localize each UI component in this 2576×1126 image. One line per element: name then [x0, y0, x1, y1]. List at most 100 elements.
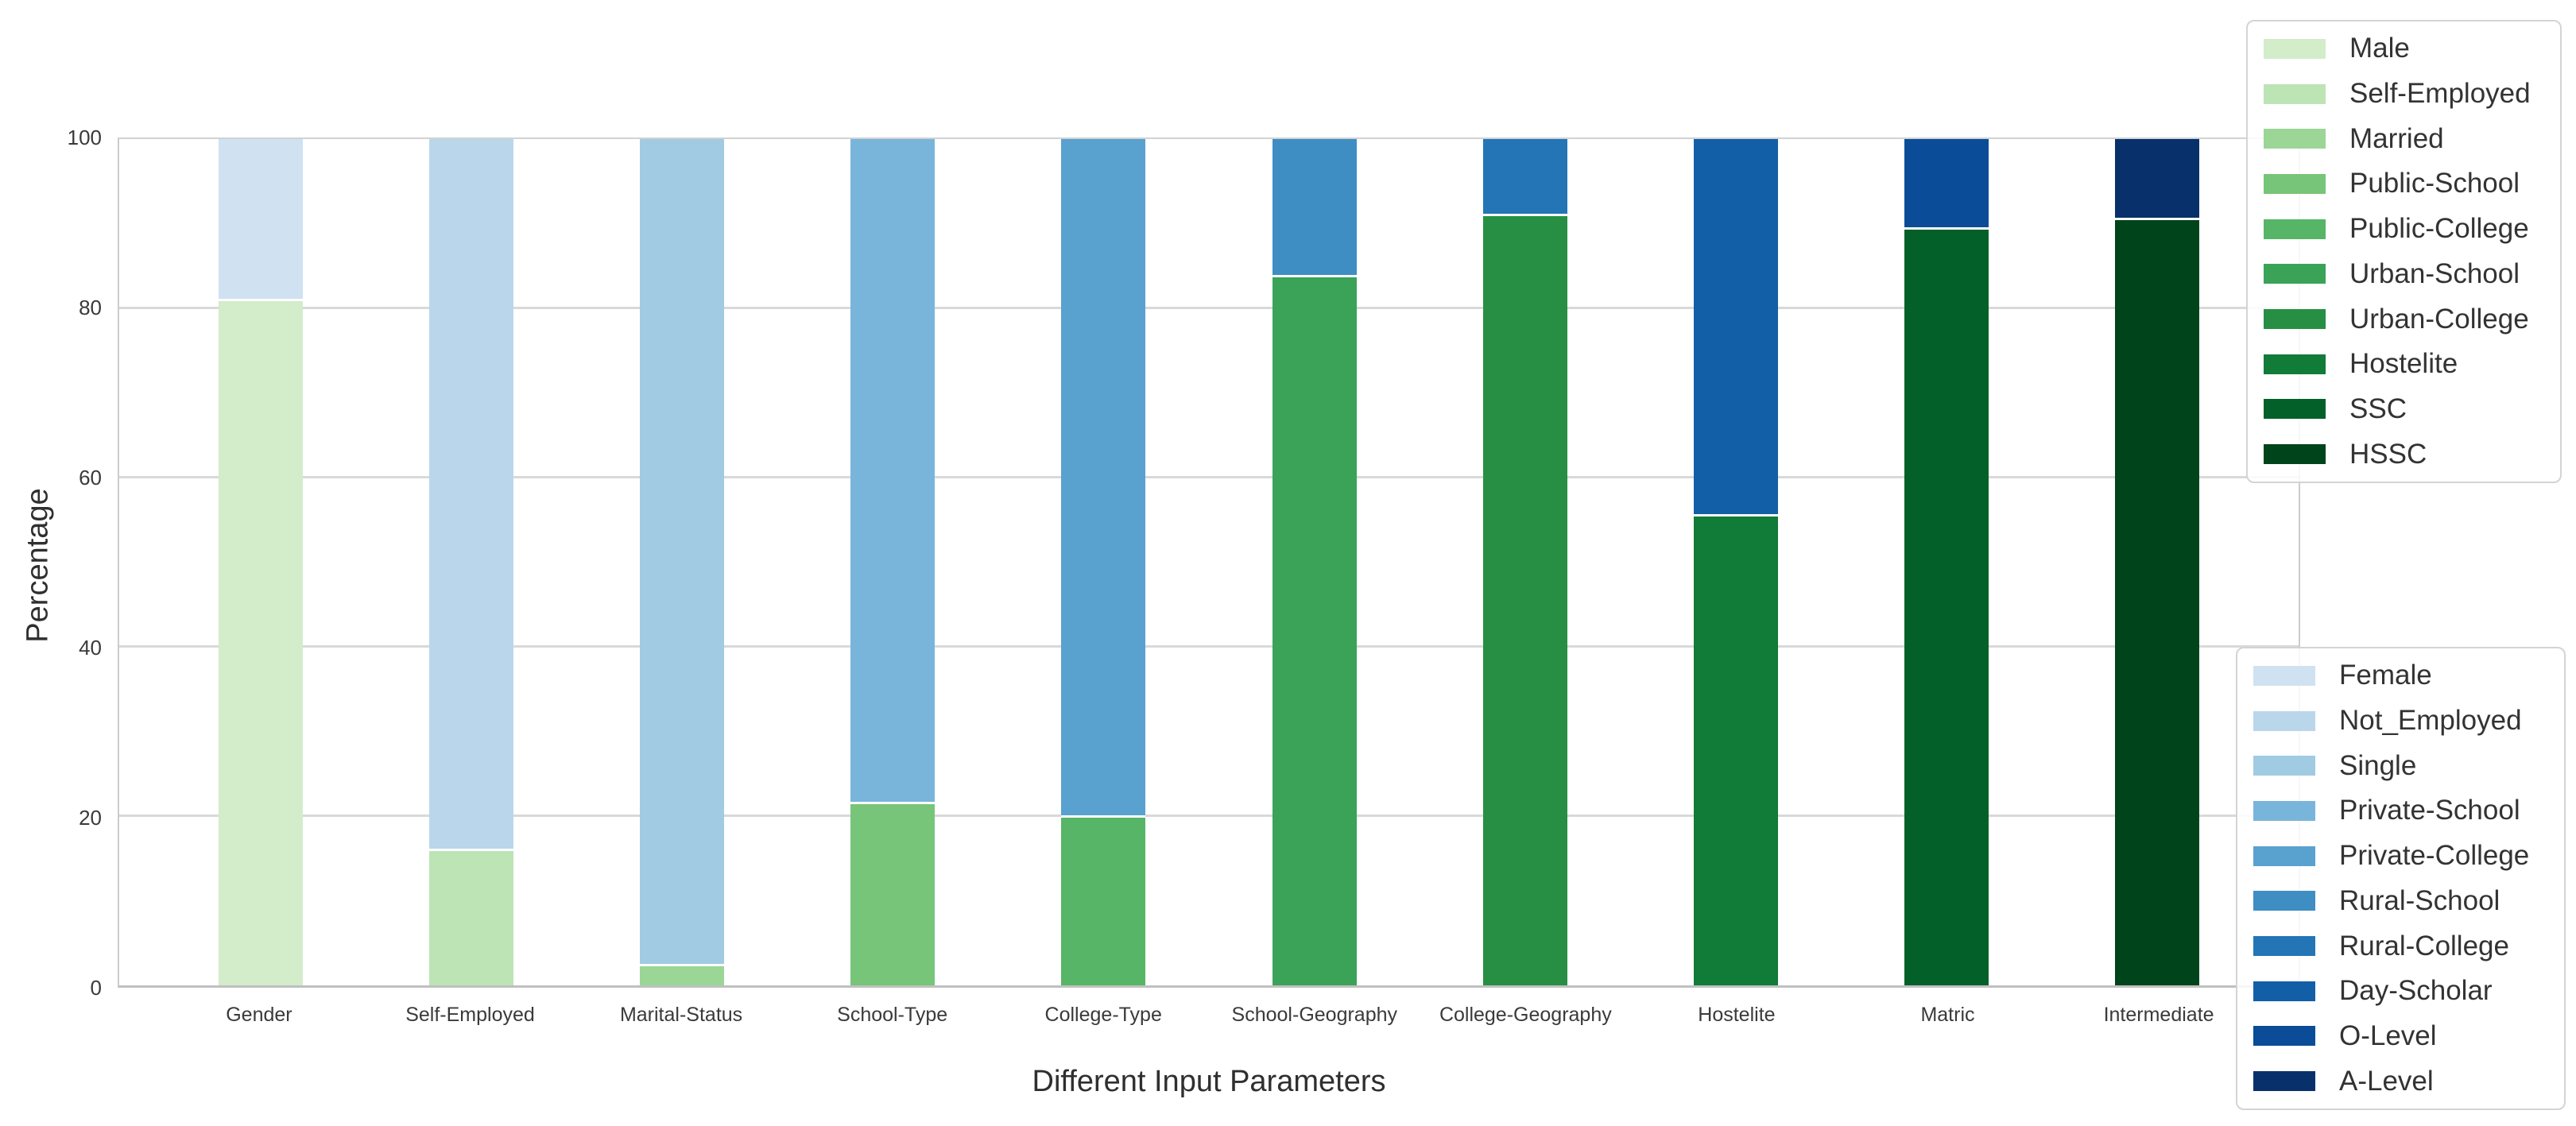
legend-item-public-school: Public-School — [2248, 161, 2560, 207]
bar-segment-public-college — [1061, 818, 1146, 985]
y-tick-label-80: 80 — [79, 296, 102, 319]
legend-swatch-icon — [2264, 354, 2326, 374]
legend-swatch-icon — [2253, 710, 2315, 731]
x-tick-label-school-geography: School-Geography — [1231, 1004, 1398, 1026]
gridline-60 — [119, 476, 2299, 478]
x-tick-label-matric: Matric — [1920, 1004, 1975, 1026]
legend-swatch-icon — [2253, 756, 2315, 776]
bar-segment-ssc — [1904, 229, 1989, 985]
bar-college-geography — [1482, 139, 1567, 985]
bar-segment-a-level — [2115, 139, 2200, 221]
bar-matric — [1904, 139, 1989, 985]
gridline-40 — [119, 645, 2299, 648]
legend-swatch-icon — [2253, 891, 2315, 911]
legend-item-ssc: SSC — [2248, 387, 2560, 432]
legend-swatch-icon — [2253, 1026, 2315, 1047]
x-tick-label-hostelite: Hostelite — [1698, 1004, 1776, 1026]
legend-label: Hostelite — [2349, 348, 2458, 380]
legend-item-public-college: Public-College — [2248, 207, 2560, 252]
y-tick-label-0: 0 — [90, 976, 102, 1000]
legend-item-male: Male — [2248, 26, 2560, 72]
legend-item-rural-school: Rural-School — [2237, 879, 2564, 924]
legend-box-green-series: Male Self-Employed Married Public-School Pub… — [2246, 20, 2562, 483]
legend-swatch-icon — [2264, 264, 2326, 284]
legend-label: Rural-College — [2339, 930, 2509, 962]
legend-swatch-icon — [2253, 1071, 2315, 1092]
legend-item-female: Female — [2237, 653, 2564, 698]
bar-marital-status — [640, 139, 725, 985]
plot-area — [118, 137, 2300, 988]
legend-label: SSC — [2349, 393, 2407, 424]
x-tick-label-marital-status: Marital-Status — [619, 1004, 743, 1026]
legend-item-hssc: HSSC — [2248, 431, 2560, 477]
bar-segment-private-college — [1061, 139, 1146, 818]
bar-self-employed — [428, 139, 513, 985]
legend-swatch-icon — [2253, 665, 2315, 686]
legend-item-urban-college: Urban-College — [2248, 296, 2560, 342]
legend-item-o-level: O-Level — [2237, 1014, 2564, 1059]
gridline-80 — [119, 307, 2299, 309]
legend-label: Day-Scholar — [2339, 975, 2493, 1007]
bar-segment-public-school — [850, 804, 935, 985]
legend-item-married: Married — [2248, 116, 2560, 161]
legend-item-day-scholar: Day-Scholar — [2237, 969, 2564, 1014]
bar-segment-not_employed — [428, 139, 513, 851]
bar-segment-urban-school — [1272, 277, 1357, 985]
bar-segment-female — [218, 139, 303, 302]
x-tick-label-college-geography: College-Geography — [1439, 1004, 1612, 1026]
legend-label: Single — [2339, 749, 2417, 781]
bar-segment-hostelite — [1693, 517, 1778, 985]
legend-label: Urban-College — [2349, 303, 2529, 335]
y-tick-label-40: 40 — [79, 636, 102, 660]
legend-swatch-icon — [2264, 219, 2326, 239]
legend-label: Self-Employed — [2349, 78, 2531, 110]
legend-swatch-icon — [2264, 83, 2326, 104]
y-tick-label-100: 100 — [67, 126, 102, 149]
bar-segment-urban-college — [1482, 215, 1567, 985]
legend-swatch-icon — [2264, 309, 2326, 330]
legend-item-rural-college: Rural-College — [2237, 923, 2564, 969]
x-tick-label-school-type: School-Type — [837, 1004, 948, 1026]
legend-swatch-icon — [2264, 129, 2326, 149]
legend-item-a-level: A-Level — [2237, 1058, 2564, 1104]
bar-segment-hssc — [2115, 220, 2200, 985]
legend-label: Rural-School — [2339, 884, 2500, 916]
bar-intermediate — [2115, 139, 2200, 985]
legend-item-private-college: Private-College — [2237, 834, 2564, 879]
x-tick-label-intermediate: Intermediate — [2103, 1004, 2214, 1026]
bar-segment-rural-school — [1272, 139, 1357, 277]
y-tick-label-20: 20 — [79, 806, 102, 830]
legend-label: Female — [2339, 660, 2432, 691]
legend-label: HSSC — [2349, 438, 2427, 470]
legend-label: A-Level — [2339, 1065, 2434, 1097]
gridline-20 — [119, 815, 2299, 817]
bar-segment-private-school — [850, 139, 935, 805]
y-axis-label: Percentage — [21, 488, 55, 643]
legend-item-single: Single — [2237, 743, 2564, 788]
legend-swatch-icon — [2264, 399, 2326, 420]
bar-school-geography — [1272, 139, 1357, 985]
legend-box-blue-series: Female Not_Employed Single Private-School Pr… — [2236, 647, 2566, 1110]
legend-item-private-school: Private-School — [2237, 788, 2564, 834]
bar-segment-married — [640, 965, 725, 985]
x-axis-label: Different Input Parameters — [1032, 1065, 1386, 1098]
bar-college-type — [1061, 139, 1146, 985]
legend-label: Married — [2349, 122, 2444, 154]
legend-swatch-icon — [2264, 173, 2326, 194]
legend-label: Public-College — [2349, 213, 2529, 245]
bar-segment-day-scholar — [1693, 139, 1778, 517]
legend-item-self-employed: Self-Employed — [2248, 72, 2560, 117]
bar-hostelite — [1693, 139, 1778, 985]
x-tick-label-self-employed: Self-Employed — [405, 1004, 535, 1026]
bar-segment-single — [640, 139, 725, 966]
bar-segment-male — [218, 301, 303, 985]
legend-swatch-icon — [2253, 981, 2315, 1001]
legend-swatch-icon — [2253, 936, 2315, 957]
bar-segment-self-employed — [428, 850, 513, 985]
x-tick-label-gender: Gender — [226, 1004, 292, 1026]
legend-label: O-Level — [2339, 1020, 2437, 1051]
bar-segment-o-level — [1904, 139, 1989, 230]
legend-swatch-icon — [2264, 38, 2326, 59]
bar-school-type — [850, 139, 935, 985]
